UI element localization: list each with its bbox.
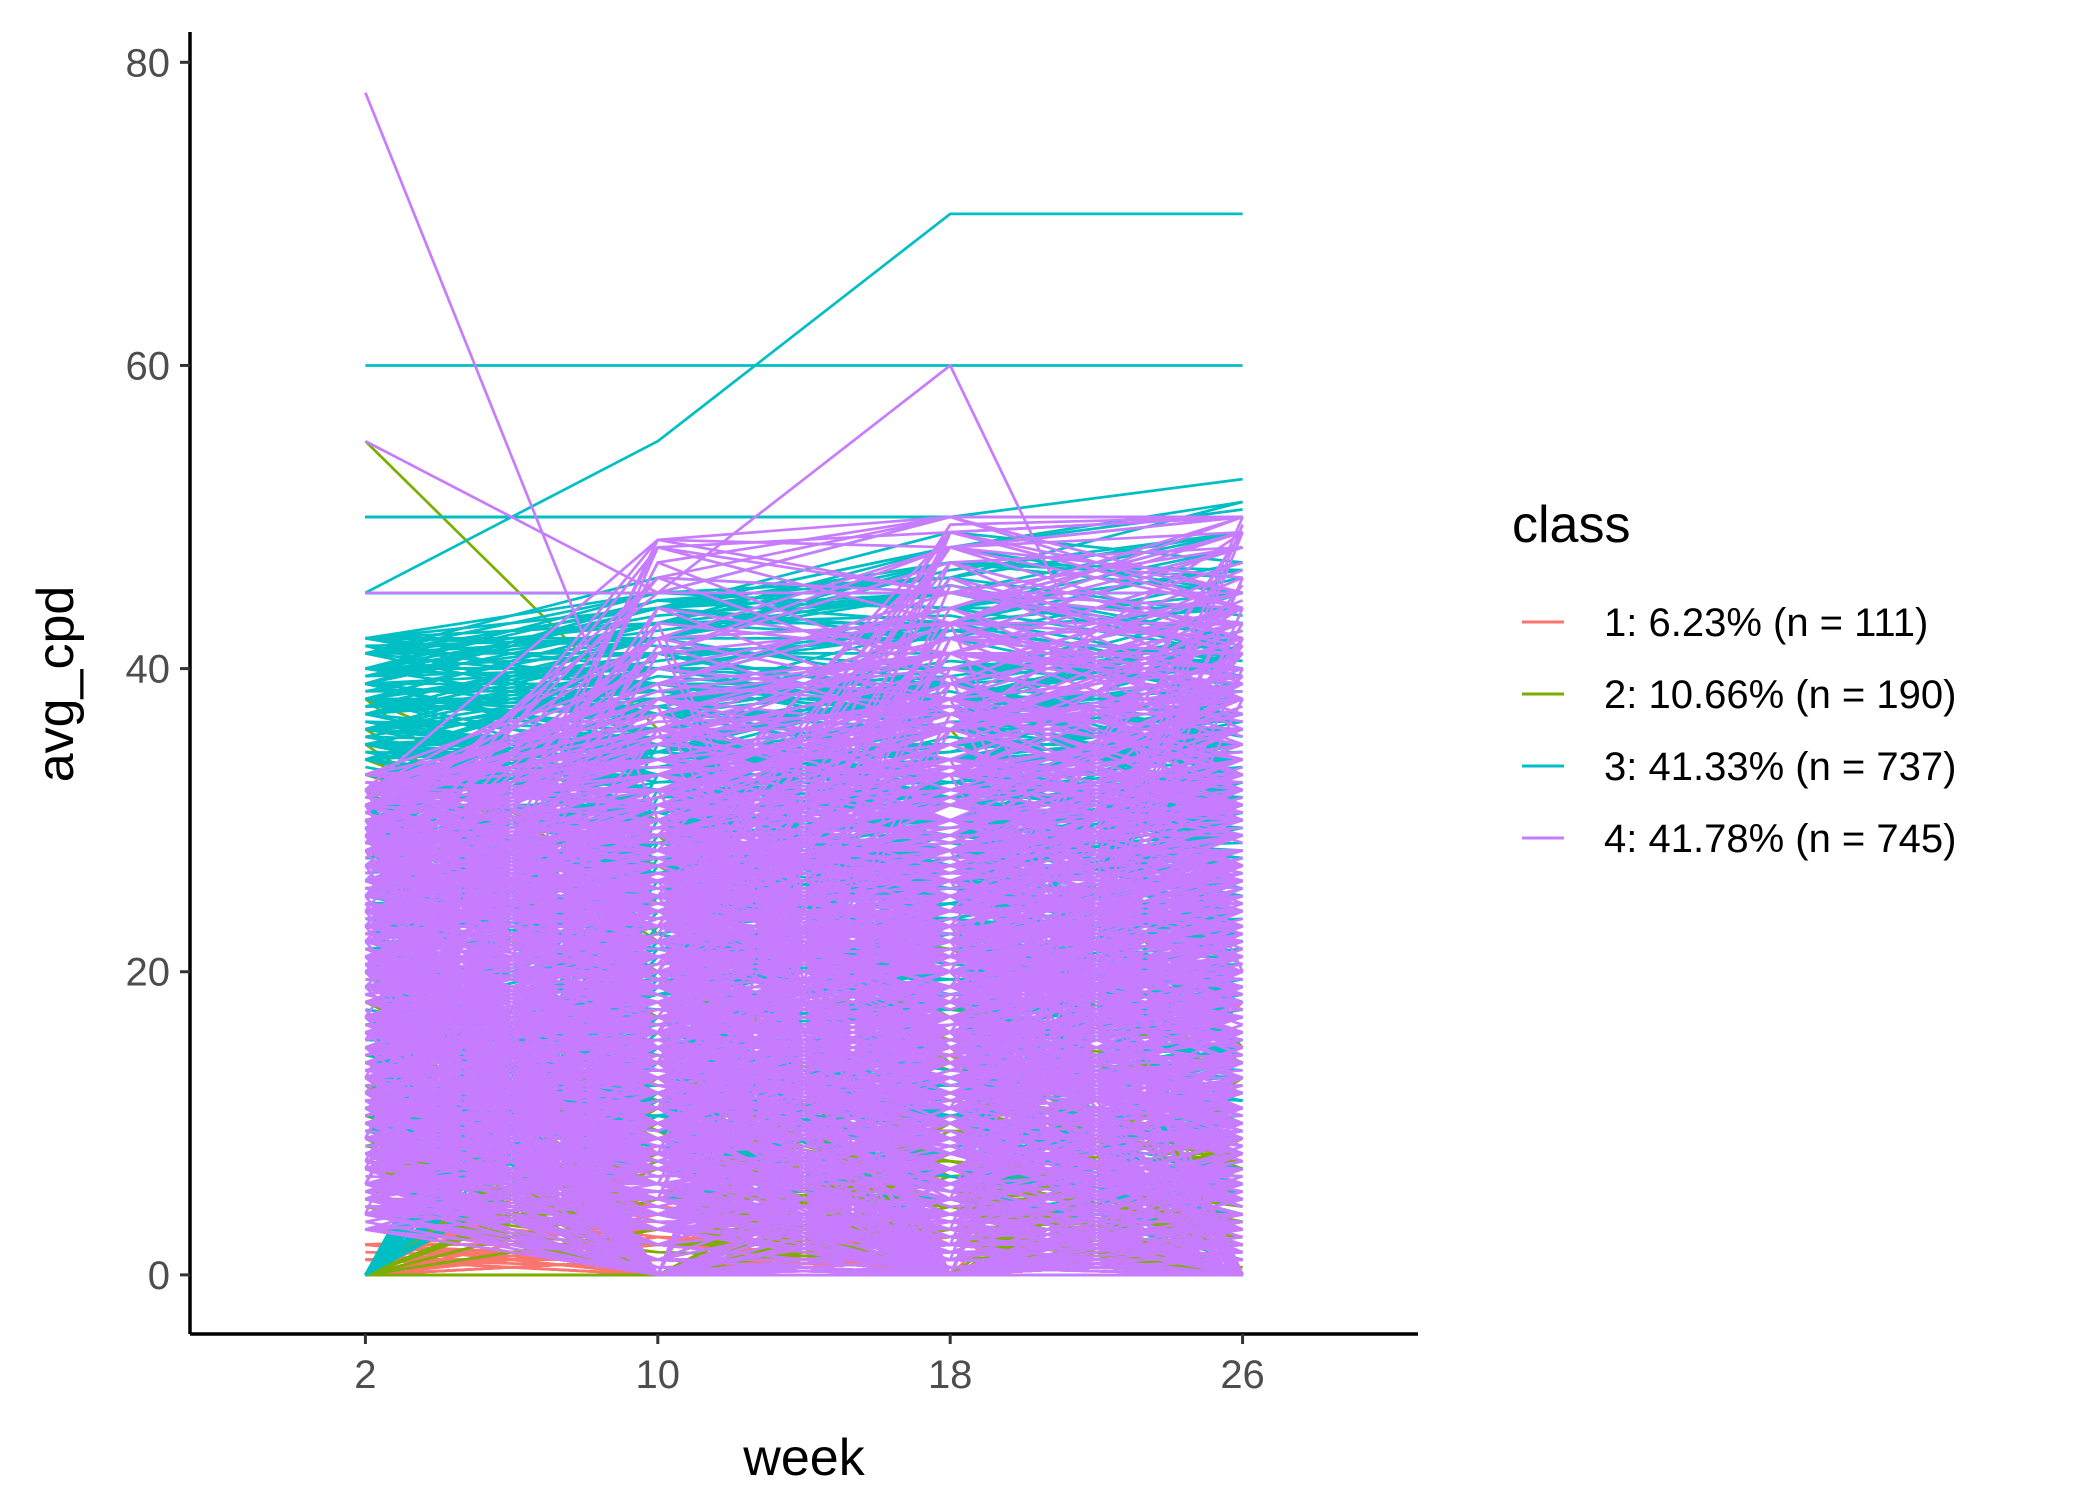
class-4-trajectory-685	[365, 1137, 1244, 1277]
x-tick-label: 18	[928, 1353, 973, 1397]
class-4-trajectory-690	[364, 606, 1244, 852]
class-4-trajectory-728	[364, 561, 1244, 860]
class-4-trajectory-742	[364, 516, 1244, 1201]
y-tick-label: 40	[126, 648, 171, 692]
class-4-trajectory-731	[364, 545, 1243, 1155]
class-4-trajectory-715	[364, 894, 1243, 1034]
class-4-trajectory-732	[365, 849, 1243, 958]
legend: class 1: 6.23% (n = 111) 2: 10.66% (n = 1…	[1512, 496, 1956, 861]
legend-title: class	[1512, 496, 1630, 554]
class-4-trajectory-716	[365, 1121, 1243, 1201]
class-4-trajectory-740	[364, 364, 1244, 973]
class-4-trajectory-737	[364, 530, 1243, 898]
class-4-trajectory-692	[365, 917, 1243, 1004]
class-4-trajectory-645	[365, 924, 1243, 1027]
class-4-trajectory-710	[364, 621, 1244, 1277]
y-tick-label: 0	[148, 1254, 170, 1298]
class-4-trajectory-702	[365, 576, 1244, 792]
x-tick-label: 26	[1220, 1353, 1265, 1397]
legend-label-1: 1: 6.23% (n = 111)	[1604, 601, 1928, 645]
class-4-trajectory-647	[365, 864, 1244, 1049]
class-4-trajectory-441	[364, 515, 1243, 791]
class-4-trajectory-468	[364, 530, 1243, 898]
class-4-trajectory-673	[365, 788, 1243, 890]
class-4-trajectory-674	[365, 818, 1243, 883]
class-4-trajectory-705	[364, 674, 1243, 883]
class-4-trajectory-594	[365, 1106, 1243, 1239]
class-4-trajectory-725	[364, 1031, 1243, 1209]
class-4-trajectory-730	[364, 788, 1243, 1277]
class-4-trajectory-709	[365, 1000, 1244, 1208]
class-4-trajectory-696	[365, 864, 1243, 943]
y-axis-ticks: 0 20 40 60 80	[126, 41, 190, 1298]
class-4-trajectory-698	[365, 955, 1244, 1064]
y-axis-title: avg_cpd	[27, 586, 85, 783]
legend-label-2: 2: 10.66% (n = 190)	[1604, 673, 1956, 717]
class-4-trajectory-629	[364, 970, 1243, 1216]
class-4-trajectory-707	[364, 909, 1243, 1034]
x-tick-label: 2	[354, 1353, 376, 1397]
class-4-trajectory-719	[364, 697, 1244, 913]
class-4-trajectory-695	[364, 925, 1244, 1110]
class-4-trajectory-656	[364, 561, 1244, 1276]
class-4-trajectory-735	[364, 970, 1243, 1125]
y-tick-label: 80	[126, 41, 171, 85]
x-axis-title: week	[742, 1429, 865, 1487]
class-4-trajectory-704	[365, 955, 1243, 1080]
class-4-trajectory-666	[364, 591, 1243, 792]
class-4-trajectory-683	[365, 765, 1243, 867]
x-axis-ticks: 2 10 18 26	[354, 1334, 1265, 1397]
class-4-trajectory-736	[365, 1212, 1243, 1277]
class-4-trajectory-377	[364, 538, 1243, 897]
legend-label-4: 4: 41.78% (n = 745)	[1604, 817, 1956, 861]
class-4-trajectory-739	[364, 92, 1243, 1125]
class-4-trajectory-658	[365, 818, 1243, 898]
class-4-trajectory-633	[365, 1046, 1243, 1155]
x-tick-label: 10	[636, 1353, 681, 1397]
class-4-trajectory-727	[364, 606, 1243, 1018]
class-4-trajectory-744	[365, 894, 1244, 1125]
class-4-trajectory-718	[364, 1106, 1243, 1262]
y-tick-label: 20	[126, 951, 171, 995]
class-4-trajectory-675	[365, 1015, 1243, 1155]
trajectory-lines	[364, 92, 1244, 1277]
class-4-trajectory-724	[365, 599, 1244, 845]
legend-label-3: 3: 41.33% (n = 737)	[1604, 745, 1956, 789]
y-tick-label: 60	[126, 344, 171, 388]
legend-items: 1: 6.23% (n = 111) 2: 10.66% (n = 190) 3: …	[1522, 601, 1956, 861]
